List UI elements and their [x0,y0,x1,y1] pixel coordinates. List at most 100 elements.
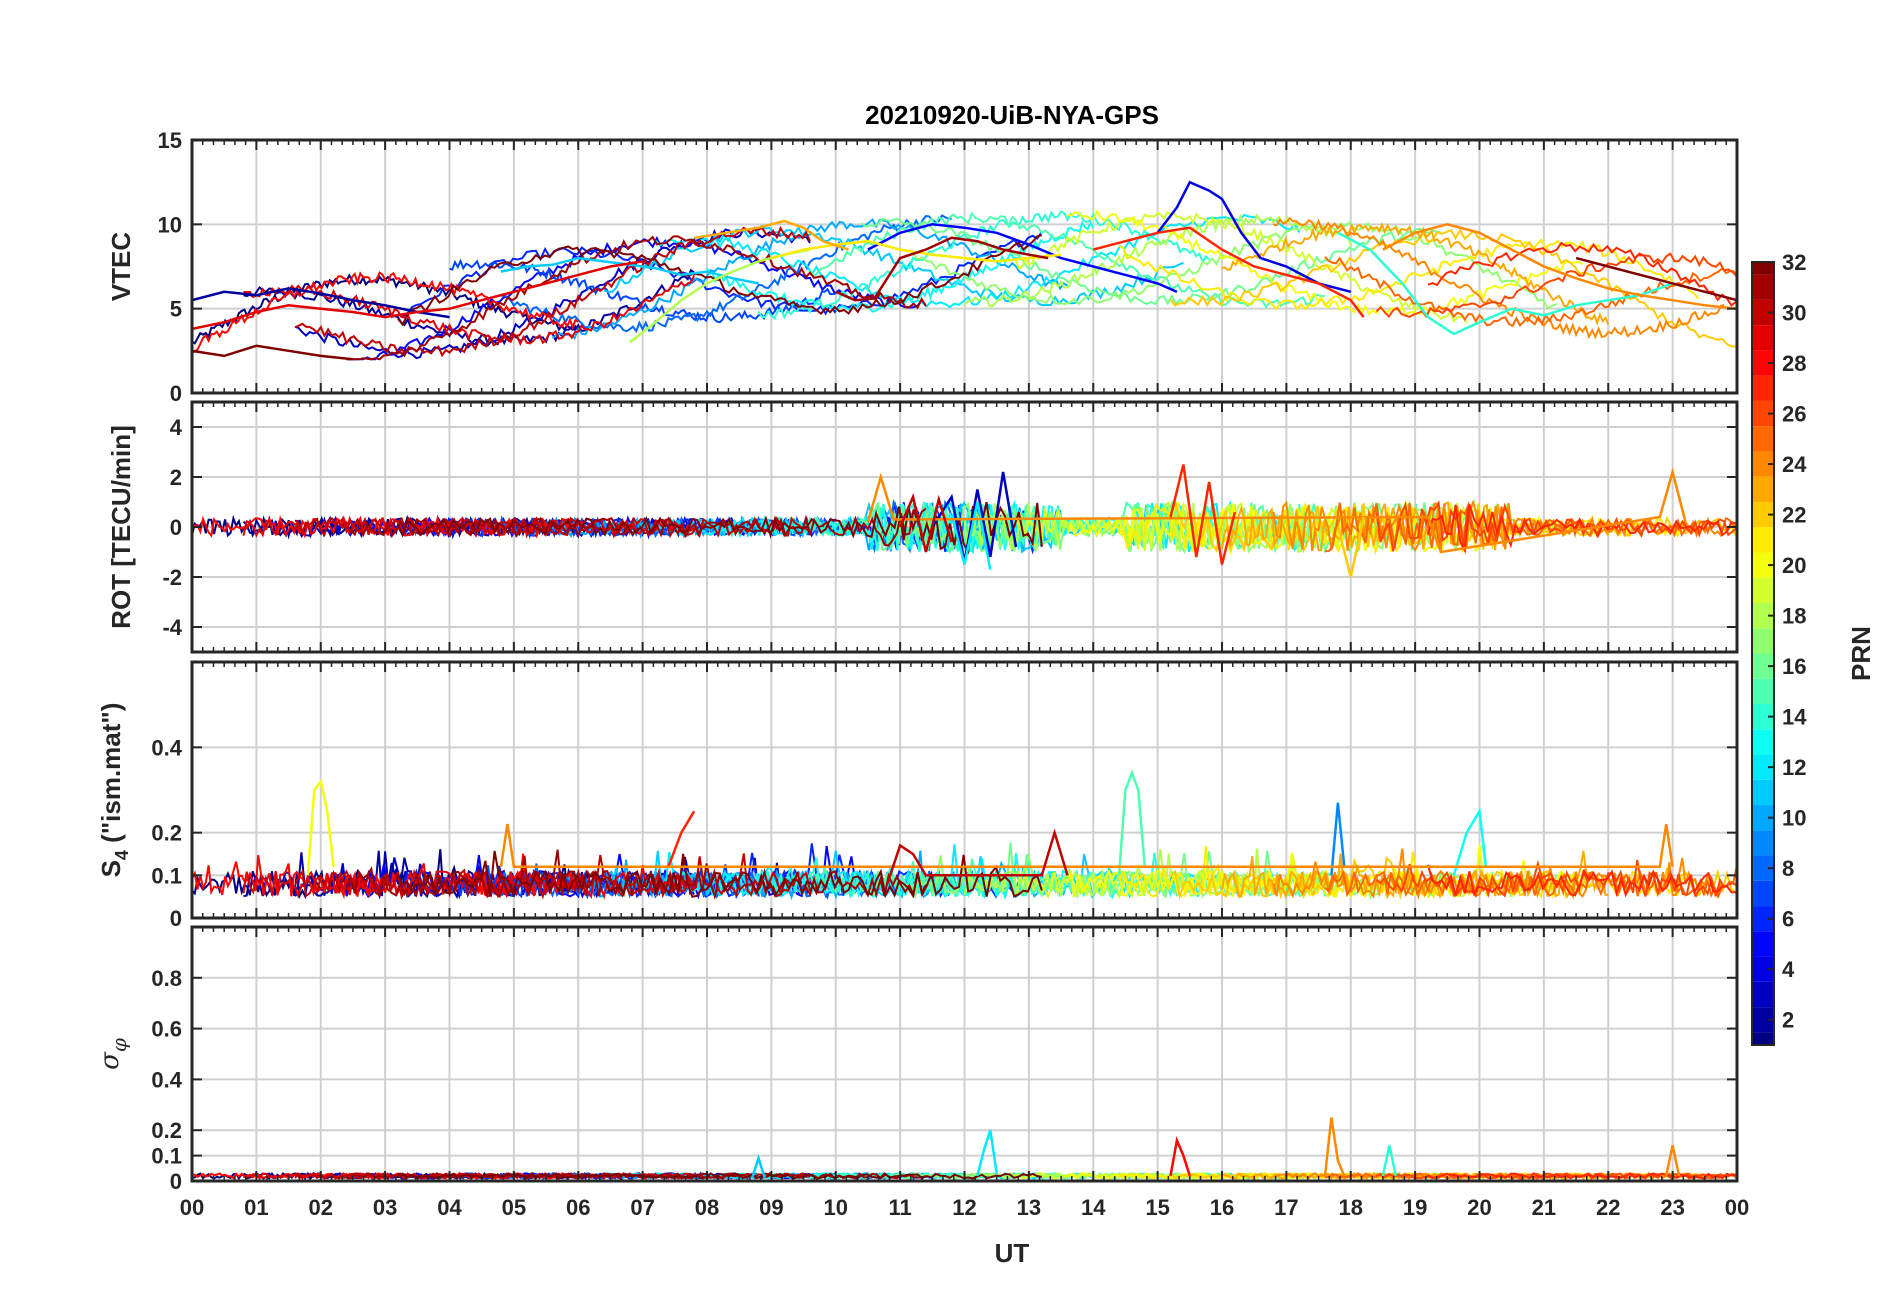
colorbar-swatch [1752,754,1774,780]
colorbar-swatch [1752,262,1774,275]
plot-area [192,1117,1737,1181]
series-line-prn-26 [1375,859,1737,899]
series-line-prn-22 [1336,516,1365,578]
x-tick-label: 10 [824,1195,848,1220]
x-tick-label: 23 [1660,1195,1684,1220]
x-tick-label: 19 [1403,1195,1427,1220]
colorbar-label: PRN [1846,626,1876,681]
colorbar-tick-label: 18 [1782,604,1806,629]
series-line-prn-27 [1169,464,1237,565]
colorbar-swatch [1752,931,1774,957]
colorbar-tick-label: 32 [1782,250,1806,275]
series-line-prn-29 [192,260,643,331]
x-tick-label: 20 [1467,1195,1491,1220]
colorbar-swatch [1752,375,1774,401]
y-axis-label-rest: ("ism.mat") [96,703,126,850]
colorbar-swatch [1752,552,1774,578]
x-tick-label: 21 [1532,1195,1556,1220]
series-line-prn-23 [693,219,849,251]
series-line-prn-11 [500,256,759,285]
series-line-prn-5 [867,223,1178,293]
colorbar-tick-label: 22 [1782,503,1806,528]
series-line-prn-27 [667,810,696,868]
y-tick-label: -2 [162,565,182,590]
y-tick-label: 0.6 [151,1017,182,1042]
y-tick-label: 0.2 [151,1118,182,1143]
series-line-prn-27 [1092,226,1365,318]
series-line-prn-25 [1324,256,1737,328]
y-axis-label: ROT [TECU/min] [106,425,136,629]
y-tick-label: 0.1 [151,863,182,888]
panel-rot: -4 -2 0 2 4 ROT [TECU/min] [106,400,1739,654]
series-line-prn-24 [1664,1145,1681,1177]
x-tick-label: 00 [1725,1195,1749,1220]
series-line-prn-24 [1323,1117,1346,1177]
colorbar-swatch [1752,830,1774,856]
y-axis-label-main: S [96,860,126,877]
y-tick-label: 4 [170,415,183,440]
colorbar-swatch [1752,527,1774,553]
y-axis-label-sub: φ [107,1038,131,1052]
series-line-prn-29 [242,863,696,900]
x-tick-label: 03 [373,1195,397,1220]
x-tick-label: 09 [759,1195,783,1220]
plot-area [192,769,1737,901]
x-tick-label: 17 [1274,1195,1298,1220]
series-line-prn-11 [750,1153,767,1179]
x-tick-label: 08 [695,1195,719,1220]
series-line-prn-26 [1375,500,1737,552]
colorbar-swatch [1752,678,1774,705]
colorbar-swatch [1752,274,1774,300]
colorbar-swatch [1752,779,1774,806]
colorbar-swatch [1752,906,1774,932]
series-line-prn-20 [1067,209,1583,317]
series-line-prn-31 [345,507,927,547]
series-line-prn-30 [294,225,811,358]
colorbar-swatch [1752,880,1774,907]
series-line-prn-8 [500,214,952,334]
y-axis-label: σφ [95,1038,131,1070]
series-line-prn-27 [1427,864,1737,898]
series-line-prn-12 [950,501,992,570]
series-line-prn-24 [499,823,1674,869]
colorbar-tick-label: 6 [1782,907,1794,932]
x-tick-label: 22 [1596,1195,1620,1220]
y-tick-label: -4 [162,615,182,640]
y-tick-label: 10 [158,212,182,237]
colorbar-swatch [1752,855,1774,881]
x-tick-label: 06 [566,1195,590,1220]
y-tick-label: 0 [170,381,182,406]
series-line-prn-9 [1330,802,1346,876]
series-line-prn-14 [1337,231,1674,336]
x-tick-label: 04 [437,1195,462,1220]
colorbar-swatch [1752,400,1774,427]
colorbar-swatch [1752,426,1774,452]
series-line-prn-19 [1015,210,1468,324]
colorbar-swatch [1752,805,1774,831]
x-tick-label: 12 [952,1195,976,1220]
colorbar-tick-label: 26 [1782,402,1806,427]
colorbar-tick-label: 4 [1782,957,1795,982]
x-tick-label: 07 [630,1195,654,1220]
series-line-prn-28 [1169,1136,1191,1177]
series-line-prn-24 [1273,216,1725,340]
colorbar-swatch [1752,299,1774,326]
series-line-prn-22 [1169,227,1737,348]
series-line-prn-30 [294,516,811,539]
figure-title: 20210920-UiB-NYA-GPS [865,100,1159,130]
panel-sigma_phi: 00.10.2 0.4 0.6 0.8 00 01 02 03 04 05 06 07 08 09 10 11… [95,925,1749,1220]
colorbar-tick-label: 2 [1782,1008,1794,1033]
plot-area [192,180,1737,361]
y-tick-label: 0.1 [151,1144,182,1169]
series-line-prn-14 [1381,1145,1398,1177]
y-tick-label: 0.2 [151,821,182,846]
y-tick-label: 0.8 [151,966,182,991]
y-tick-label: 0 [170,1169,182,1194]
x-tick-label: 01 [244,1195,268,1220]
colorbar-swatch [1752,350,1774,376]
colorbar-swatch [1752,476,1774,502]
colorbar-swatch [1752,628,1774,654]
y-tick-label: 5 [170,297,182,322]
